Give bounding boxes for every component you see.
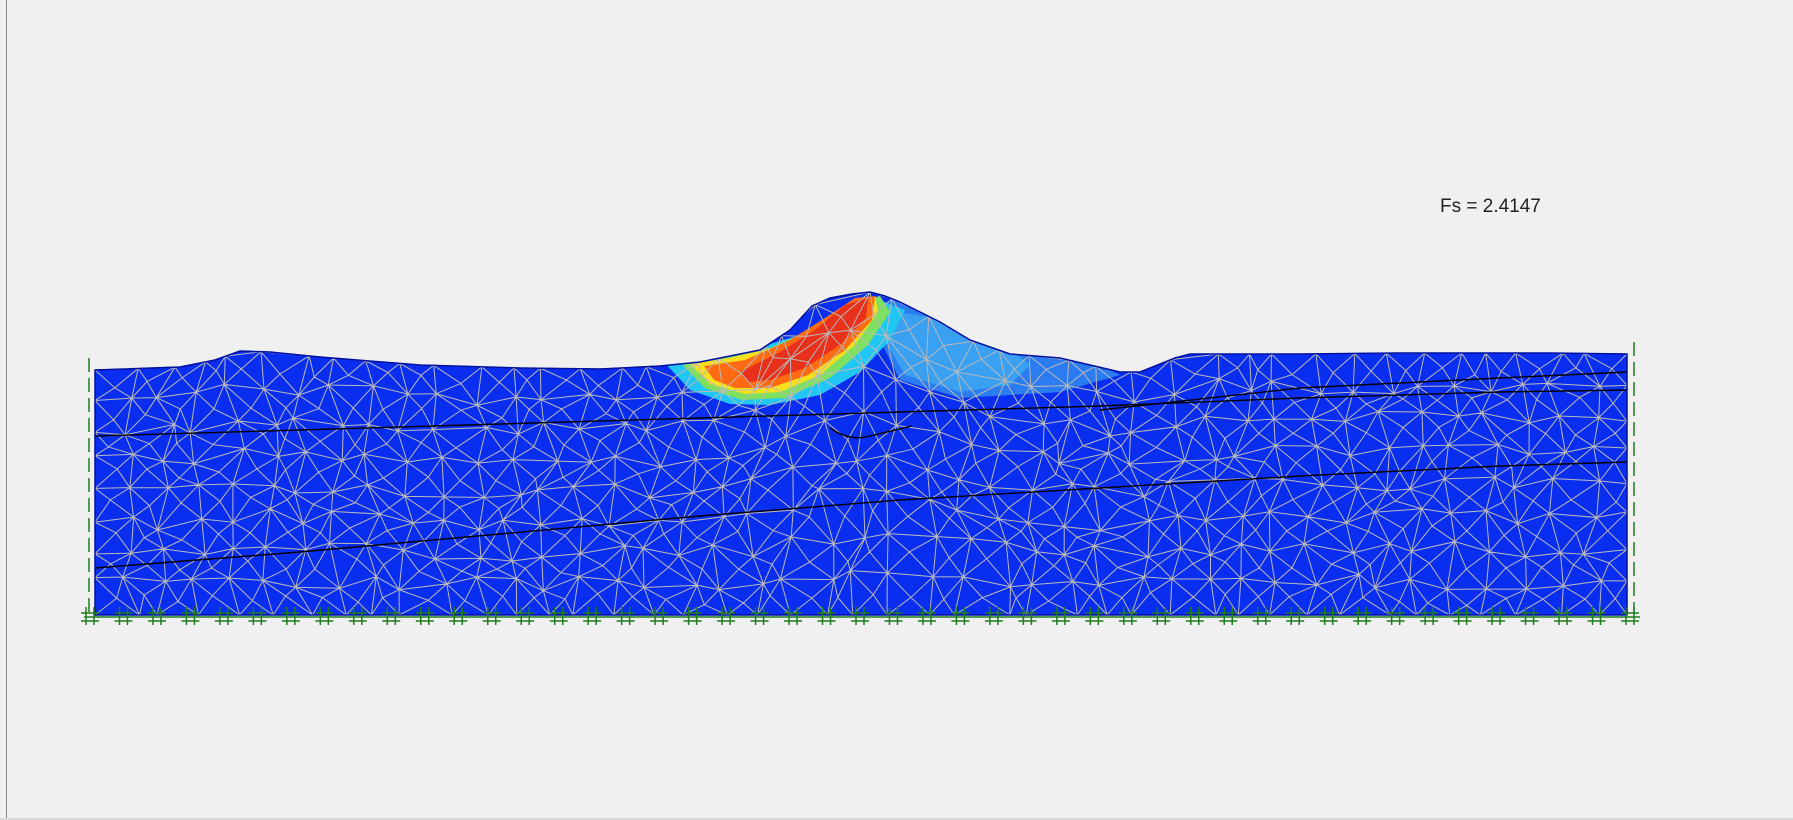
fixed-support-icon [1152,607,1171,625]
fixed-support-icon [1487,607,1506,625]
side-supports [88,342,1635,612]
fixed-support-icon [482,607,501,625]
fixed-support-icon [1621,607,1639,625]
layer-boundary-3 [94,461,1628,569]
displacement-contours [664,296,1120,405]
fixed-support-icon [784,607,803,625]
fixed-support-icon [1554,607,1573,625]
fixed-support-icon [1219,607,1238,625]
fixed-support-icon [1051,607,1070,625]
viewport-bottom-border [0,818,1793,820]
layer-boundary-1 [94,389,1628,437]
fixed-support-icon [382,607,401,625]
fixed-support-icon [616,607,635,625]
fixed-support-icon [81,607,99,625]
soil-domain-outline [94,291,1628,616]
fixed-support-icon [181,607,200,625]
fixed-support-icon [884,607,903,625]
fixed-support-icon [315,607,334,625]
fixed-support-icon [516,607,535,625]
fixed-support-icon [549,607,568,625]
fixed-support-icon [951,607,970,625]
fixed-support-icon [1386,607,1405,625]
fixed-support-icon [1353,607,1372,625]
fixed-support-icon [449,607,468,625]
fixed-support-icon [1453,607,1472,625]
fixed-support-icon [1420,607,1439,625]
bottom-supports [81,607,1640,625]
fixed-support-icon [851,607,869,625]
fixed-support-icon [1252,607,1271,625]
fixed-support-icon [750,607,769,625]
layer-boundary-2 [1099,371,1628,411]
fixed-support-icon [1185,607,1204,625]
fixed-support-icon [650,607,669,625]
soil-layer-boundaries [94,371,1628,569]
fixed-support-icon [147,607,166,625]
fixed-support-icon [1085,607,1104,625]
fixed-support-icon [214,607,233,625]
fixed-support-icon [683,607,702,625]
fixed-support-icon [717,607,736,625]
fixed-support-icon [917,607,936,625]
fixed-support-icon [817,607,836,625]
fixed-support-icon [1587,607,1606,625]
fixed-support-icon [1286,607,1305,625]
fixed-support-icon [248,607,267,625]
fixed-support-icon [415,607,434,625]
viewport-left-border [6,0,7,820]
layer-boundary-lens [829,425,913,439]
factor-of-safety-label: Fs = 2.4147 [1440,196,1541,217]
fixed-support-icon [1319,607,1338,625]
fixed-support-icon [348,607,367,625]
fixed-support-icon [1118,607,1137,625]
fixed-support-icon [583,607,602,625]
fixed-support-icon [1520,607,1539,625]
fixed-support-icon [281,607,300,625]
fixed-support-icon [984,607,1003,625]
fixed-support-icon [114,607,133,625]
contour-lightblue-inner [880,310,1030,392]
fixed-support-icon [1018,607,1037,625]
